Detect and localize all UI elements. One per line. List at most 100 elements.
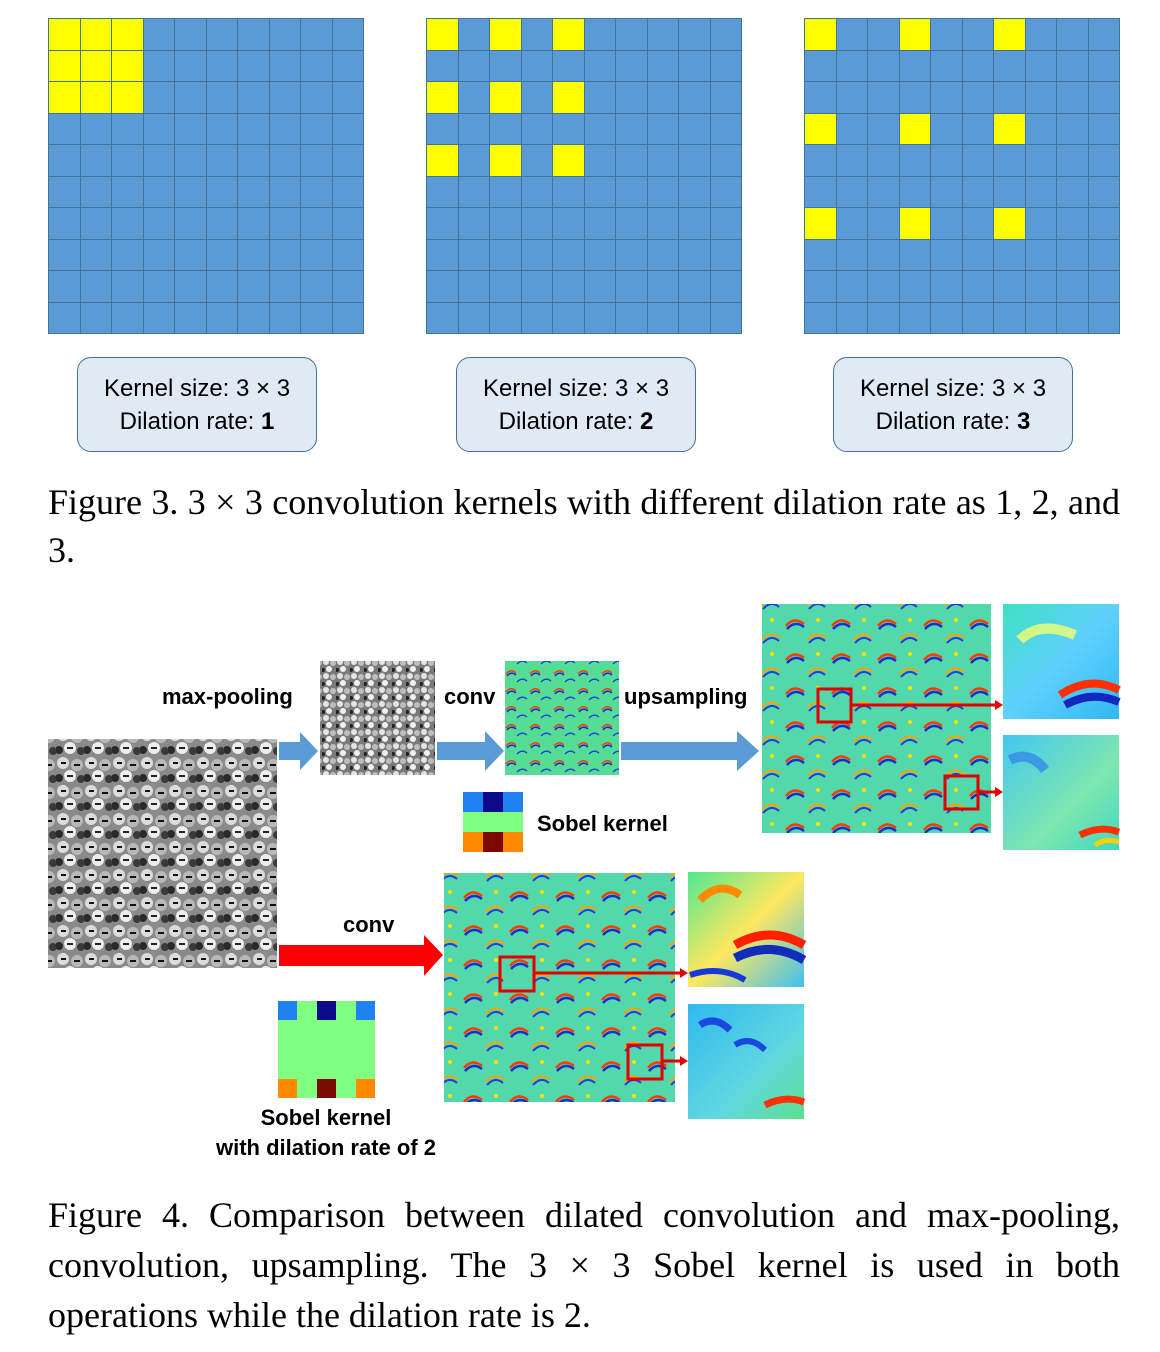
grid-cell <box>332 145 363 176</box>
grid-cell <box>301 50 332 81</box>
grid-cell <box>553 302 584 333</box>
grid-cell <box>175 239 206 270</box>
kernel-grid-dilation-2 <box>426 18 742 334</box>
grid-cell <box>616 302 647 333</box>
grid-cell <box>301 19 332 50</box>
conv-result-small-image <box>505 661 619 775</box>
grid-cell <box>175 176 206 207</box>
grid-cell <box>332 302 363 333</box>
grid-cell <box>1057 302 1088 333</box>
grid-cell <box>899 145 930 176</box>
grid-cell <box>490 239 521 270</box>
grid-cell <box>710 82 741 113</box>
grid-cell <box>206 208 237 239</box>
grid-cell <box>805 176 836 207</box>
grid-cell <box>175 208 206 239</box>
grid-cell <box>931 19 962 50</box>
grid-cell <box>238 50 269 81</box>
grid-cell <box>868 302 899 333</box>
highlight-box-dilated-2 <box>626 1043 680 1081</box>
grid-cell <box>206 302 237 333</box>
grid-cell <box>238 208 269 239</box>
grid-cell <box>206 50 237 81</box>
grid-cell <box>1025 82 1056 113</box>
highlight-box-up-1 <box>816 687 995 724</box>
grid-cell <box>553 176 584 207</box>
leader-arrowhead <box>995 787 1003 797</box>
grid-cell <box>490 302 521 333</box>
kernel-cell-active <box>112 19 143 50</box>
kernel-cell-active <box>80 82 111 113</box>
grid-cell <box>836 176 867 207</box>
grid-cell <box>647 239 678 270</box>
grid-cell <box>647 82 678 113</box>
grid-cell <box>962 176 993 207</box>
grid-cell <box>269 302 300 333</box>
grid-cell <box>679 50 710 81</box>
grid-cell <box>269 19 300 50</box>
grid-cell <box>1088 113 1119 144</box>
grid-cell <box>458 113 489 144</box>
grid-cell <box>175 19 206 50</box>
grid-cell <box>868 239 899 270</box>
grid-cell <box>1088 145 1119 176</box>
kernel-cell-active <box>80 19 111 50</box>
grid-cell <box>49 176 80 207</box>
grid-cell <box>679 19 710 50</box>
kernel-cell-active <box>490 145 521 176</box>
grid-cell <box>49 113 80 144</box>
grid-cell <box>301 271 332 302</box>
grid-cell <box>521 82 552 113</box>
grid-cell <box>143 271 174 302</box>
zoom-panel-top-1 <box>1003 604 1121 719</box>
grid-cell <box>994 50 1025 81</box>
grid-cell <box>616 271 647 302</box>
grid-cell <box>1088 208 1119 239</box>
dilation-rate-label: Dilation rate: 3 <box>875 408 1031 435</box>
kernel-cell-active <box>805 208 836 239</box>
grid-cell <box>679 302 710 333</box>
grid-cell <box>836 145 867 176</box>
grid-cell <box>301 82 332 113</box>
grid-cell <box>1088 239 1119 270</box>
grid-cell <box>143 82 174 113</box>
grid-cell <box>206 19 237 50</box>
kernel-info-box-1: Kernel size: 3 × 3 Dilation rate: 1 <box>77 357 317 452</box>
grid-cell <box>962 19 993 50</box>
kernel-size-label: Kernel size: 3 × 3 <box>859 375 1047 402</box>
leader-arrowhead <box>680 968 688 978</box>
grid-cell <box>521 239 552 270</box>
grid-cell <box>458 176 489 207</box>
grid-cell <box>332 82 363 113</box>
grid-cell <box>143 176 174 207</box>
kernel-cell-active <box>899 208 930 239</box>
grid-cell <box>521 145 552 176</box>
kernel-info-box-3: Kernel size: 3 × 3 Dilation rate: 3 <box>833 357 1073 452</box>
grid-cell <box>490 113 521 144</box>
dilation-rate-label: Dilation rate: 1 <box>119 408 275 435</box>
grid-cell <box>1088 271 1119 302</box>
grid-cell <box>962 82 993 113</box>
grid-cell <box>458 271 489 302</box>
kernel-cell-active <box>427 19 458 50</box>
grid-cell <box>962 239 993 270</box>
grid-cell <box>427 208 458 239</box>
grid-cell <box>584 271 615 302</box>
grid-cell <box>332 208 363 239</box>
grid-cell <box>238 145 269 176</box>
grid-cell <box>458 302 489 333</box>
grid-cell <box>112 113 143 144</box>
grid-cell <box>269 50 300 81</box>
grid-cell <box>616 50 647 81</box>
grid-cell <box>49 145 80 176</box>
grid-cell <box>679 208 710 239</box>
kernel-cell-active <box>805 19 836 50</box>
grid-cell <box>868 82 899 113</box>
grid-cell <box>112 239 143 270</box>
grid-cell <box>899 82 930 113</box>
grid-cell <box>616 19 647 50</box>
grid-cell <box>80 271 111 302</box>
grid-cell <box>616 82 647 113</box>
grid-cell <box>238 176 269 207</box>
grid-cell <box>836 82 867 113</box>
